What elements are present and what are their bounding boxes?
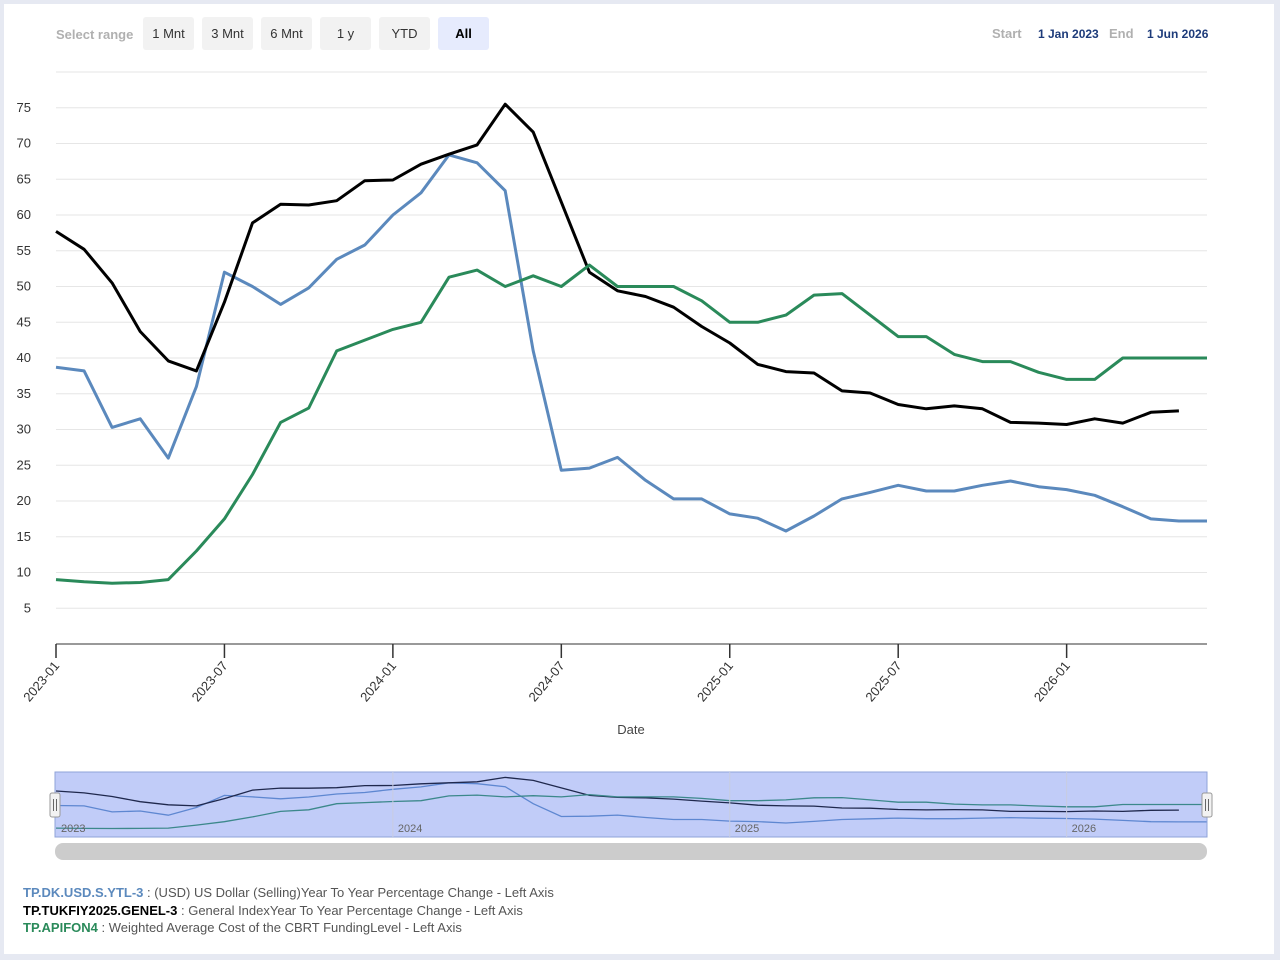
navigator-year-label: 2025 [735,823,759,835]
legend-item-usd: TP.DK.USD.S.YTL-3 : (USD) US Dollar (Sel… [23,885,554,900]
navigator-scrollbar[interactable] [55,843,1207,860]
legend-code-general-index: TP.TUKFIY2025.GENEL-3 [23,903,178,918]
series-line-0[interactable] [55,153,1207,533]
navigator-series [55,776,1207,830]
navigator-left-handle[interactable] [49,792,61,818]
chart-frame: Select range 1 Mnt 3 Mnt 6 Mnt 1 y YTD A… [4,4,1274,954]
y-tick-label: 30 [17,422,31,437]
x-tick-label: 2023-01 [20,658,62,704]
range-button-1-month[interactable]: 1 Mnt [143,17,194,50]
y-tick-label: 40 [17,350,31,365]
navigator-year-label: 2023 [61,823,85,835]
legend-desc-general-index: : General IndexYear To Year Percentage C… [177,903,523,918]
navigator-year-label: 2024 [398,823,422,835]
navigator-year-labels: 2023 2024 2025 2026 [61,772,1096,837]
y-tick-label: 5 [24,600,31,615]
axes: 5 10 15 20 25 30 35 40 45 50 55 60 65 70 75 2023-01 2023… [17,100,1207,704]
legend-item-funding-cost: TP.APIFON4 : Weighted Average Cost of th… [23,920,462,935]
x-tick-label: 2023-07 [189,658,231,704]
y-tick-label: 45 [17,314,31,329]
range-button-all[interactable]: All [438,17,489,50]
end-date-label: End [1109,26,1134,41]
y-tick-label: 10 [17,565,31,580]
y-tick-label: 65 [17,171,31,186]
navigator-line-0 [55,782,1207,824]
legend-code-funding-cost: TP.APIFON4 [23,920,98,935]
range-button-ytd[interactable]: YTD [379,17,430,50]
start-date-input[interactable]: 1 Jan 2023 [1038,27,1099,41]
legend-desc-funding-cost: : Weighted Average Cost of the CBRT Fund… [97,920,462,935]
range-button-6-months[interactable]: 6 Mnt [261,17,312,50]
navigator-right-handle[interactable] [1201,792,1213,818]
navigator[interactable]: 2023 2024 2025 2026 [49,771,1213,860]
series-lines [55,102,1207,585]
y-tick-label: 55 [17,243,31,258]
legend-desc-usd: : (USD) US Dollar (Selling)Year To Year … [143,885,554,900]
series-line-2[interactable] [55,263,1207,585]
x-tick-label: 2024-01 [357,658,399,704]
legend-code-usd: TP.DK.USD.S.YTL-3 [23,885,144,900]
y-tick-label: 35 [17,386,31,401]
y-tick-label: 60 [17,207,31,222]
x-tick-label: 2025-07 [862,658,904,704]
x-tick-label: 2025-01 [694,658,736,704]
range-button-3-months[interactable]: 3 Mnt [202,17,253,50]
y-tick-label: 25 [17,457,31,472]
grid-lines [56,71,1207,609]
y-tick-label: 50 [17,279,31,294]
navigator-line-2 [55,793,1207,830]
x-tick-label: 2026-01 [1031,658,1073,704]
y-tick-label: 15 [17,529,31,544]
y-tick-label: 75 [17,100,31,115]
end-date-input[interactable]: 1 Jun 2026 [1147,27,1209,41]
legend-item-general-index: TP.TUKFIY2025.GENEL-3 : General IndexYea… [23,903,523,918]
x-tick-label: 2024-07 [525,658,567,704]
navigator-year-label: 2026 [1072,823,1096,835]
range-selector-label: Select range [56,27,134,42]
y-tick-label: 70 [17,136,31,151]
start-date-label: Start [992,26,1022,41]
series-line-1[interactable] [55,102,1179,426]
y-tick-label: 20 [17,493,31,508]
range-button-1-year[interactable]: 1 y [320,17,371,50]
x-axis-title: Date [617,722,644,737]
navigator-mask[interactable] [54,771,1208,838]
